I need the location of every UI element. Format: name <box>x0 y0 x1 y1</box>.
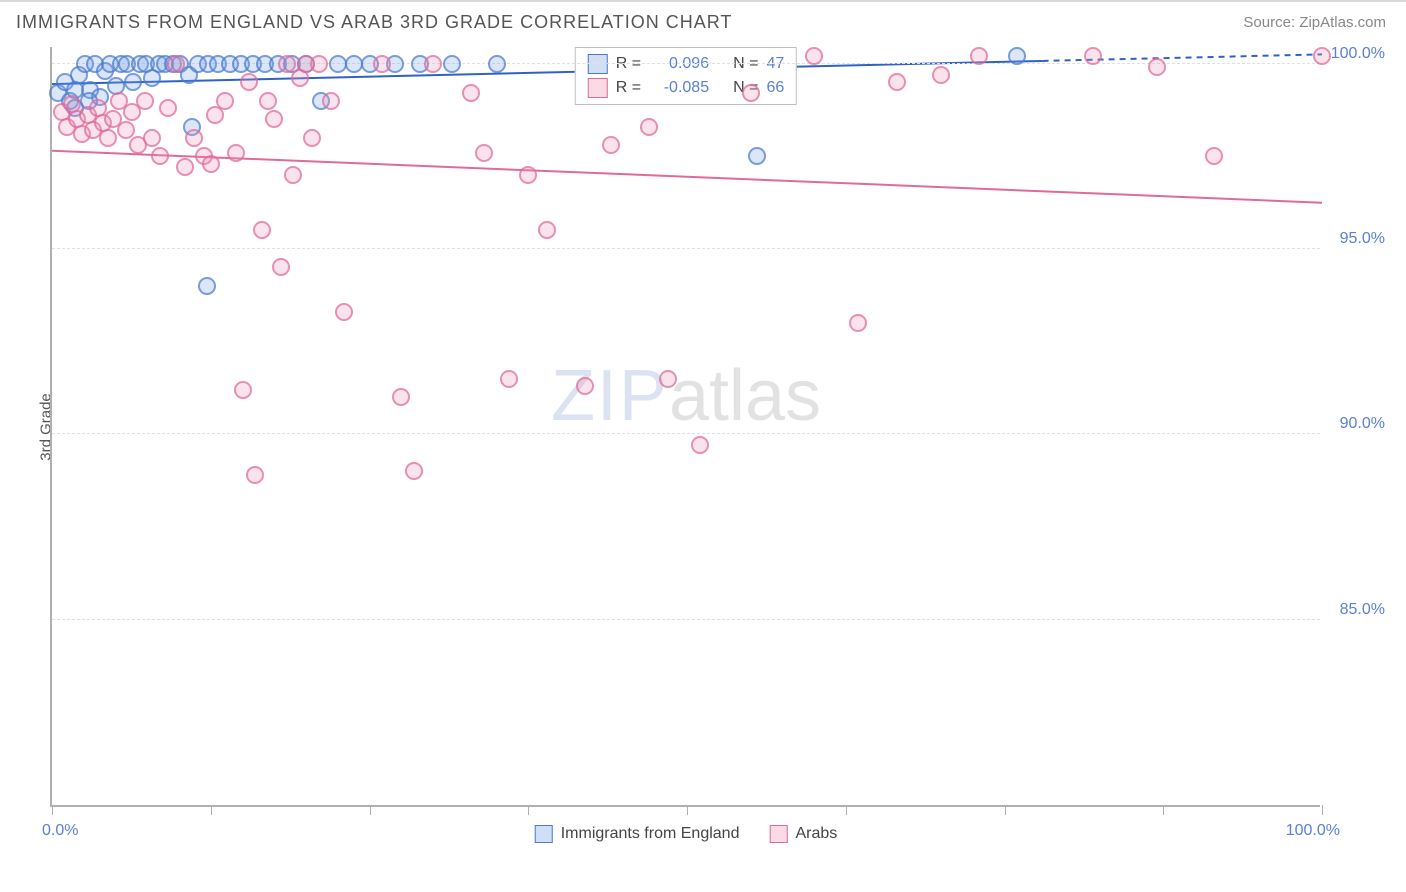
data-point-arabs <box>424 55 442 73</box>
gridline <box>52 619 1320 620</box>
data-point-england <box>329 55 347 73</box>
watermark: ZIPatlas <box>551 355 821 437</box>
data-point-arabs <box>849 314 867 332</box>
data-point-arabs <box>691 436 709 454</box>
data-point-arabs <box>462 84 480 102</box>
series-legend-label: Immigrants from England <box>561 825 740 843</box>
data-point-arabs <box>303 129 321 147</box>
legend-n-value: 47 <box>766 55 784 73</box>
data-point-arabs <box>99 129 117 147</box>
plot-area: ZIPatlas R =0.096N =47R =-0.085N =66 0.0… <box>50 47 1320 807</box>
data-point-england <box>198 277 216 295</box>
data-point-arabs <box>167 55 185 73</box>
legend-r-value: -0.085 <box>649 79 709 97</box>
data-point-arabs <box>1205 147 1223 165</box>
series-legend-item-arabs: Arabs <box>769 825 837 843</box>
x-axis-max-label: 100.0% <box>1286 822 1340 840</box>
series-legend: Immigrants from England Arabs <box>535 825 838 843</box>
data-point-arabs <box>932 66 950 84</box>
data-point-arabs <box>240 73 258 91</box>
y-tick-label: 90.0% <box>1340 415 1385 433</box>
data-point-arabs <box>335 303 353 321</box>
legend-r-label: R = <box>616 79 641 97</box>
data-point-arabs <box>640 118 658 136</box>
legend-row-england: R = 0.096 N = 47 <box>588 52 784 76</box>
x-axis-min-label: 0.0% <box>42 822 78 840</box>
data-point-arabs <box>310 55 328 73</box>
data-point-arabs <box>185 129 203 147</box>
data-point-arabs <box>159 99 177 117</box>
data-point-arabs <box>373 55 391 73</box>
legend-swatch <box>535 825 553 843</box>
data-point-arabs <box>576 377 594 395</box>
x-tick <box>52 805 53 815</box>
data-point-arabs <box>216 92 234 110</box>
data-point-arabs <box>519 166 537 184</box>
y-tick-label: 100.0% <box>1331 45 1385 63</box>
data-point-arabs <box>805 47 823 65</box>
x-tick <box>1005 805 1006 815</box>
y-tick-label: 95.0% <box>1340 230 1385 248</box>
data-point-arabs <box>272 258 290 276</box>
data-point-arabs <box>602 136 620 154</box>
chart-header: IMMIGRANTS FROM ENGLAND VS ARAB 3RD GRAD… <box>0 0 1406 39</box>
x-tick <box>528 805 529 815</box>
series-legend-item-england: Immigrants from England <box>535 825 740 843</box>
data-point-england <box>124 73 142 91</box>
legend-r-value: 0.096 <box>649 55 709 73</box>
y-tick-label: 85.0% <box>1340 601 1385 619</box>
data-point-arabs <box>136 92 154 110</box>
legend-swatch <box>588 78 608 98</box>
data-point-arabs <box>1313 47 1331 65</box>
data-point-arabs <box>405 462 423 480</box>
legend-n-label: N = <box>733 55 758 73</box>
legend-swatch <box>588 54 608 74</box>
trend-lines-layer <box>52 47 1322 807</box>
data-point-arabs <box>117 121 135 139</box>
x-tick <box>846 805 847 815</box>
data-point-arabs <box>1148 58 1166 76</box>
legend-r-label: R = <box>616 55 641 73</box>
chart-title: IMMIGRANTS FROM ENGLAND VS ARAB 3RD GRAD… <box>16 12 732 33</box>
data-point-arabs <box>538 221 556 239</box>
data-point-arabs <box>234 381 252 399</box>
data-point-arabs <box>500 370 518 388</box>
data-point-england <box>443 55 461 73</box>
data-point-arabs <box>246 466 264 484</box>
data-point-arabs <box>227 144 245 162</box>
data-point-arabs <box>176 158 194 176</box>
data-point-arabs <box>659 370 677 388</box>
data-point-england <box>748 147 766 165</box>
legend-swatch <box>769 825 787 843</box>
data-point-arabs <box>259 92 277 110</box>
legend-n-value: 66 <box>766 79 784 97</box>
data-point-arabs <box>970 47 988 65</box>
data-point-arabs <box>202 155 220 173</box>
x-tick <box>370 805 371 815</box>
data-point-arabs <box>278 55 296 73</box>
data-point-arabs <box>475 144 493 162</box>
x-tick <box>211 805 212 815</box>
data-point-arabs <box>392 388 410 406</box>
data-point-arabs <box>253 221 271 239</box>
correlation-legend: R =0.096N =47R =-0.085N =66 <box>575 47 797 105</box>
data-point-england <box>488 55 506 73</box>
data-point-arabs <box>742 84 760 102</box>
x-tick <box>687 805 688 815</box>
data-point-arabs <box>151 147 169 165</box>
chart-source: Source: ZipAtlas.com <box>1243 14 1386 31</box>
data-point-arabs <box>143 129 161 147</box>
data-point-arabs <box>1084 47 1102 65</box>
data-point-arabs <box>322 92 340 110</box>
data-point-arabs <box>888 73 906 91</box>
chart-container: 3rd Grade ZIPatlas R =0.096N =47R =-0.08… <box>50 47 1406 807</box>
x-tick <box>1322 805 1323 815</box>
data-point-england <box>1008 47 1026 65</box>
data-point-arabs <box>284 166 302 184</box>
data-point-arabs <box>265 110 283 128</box>
gridline <box>52 433 1320 434</box>
gridline <box>52 248 1320 249</box>
series-legend-label: Arabs <box>795 825 837 843</box>
x-tick <box>1163 805 1164 815</box>
